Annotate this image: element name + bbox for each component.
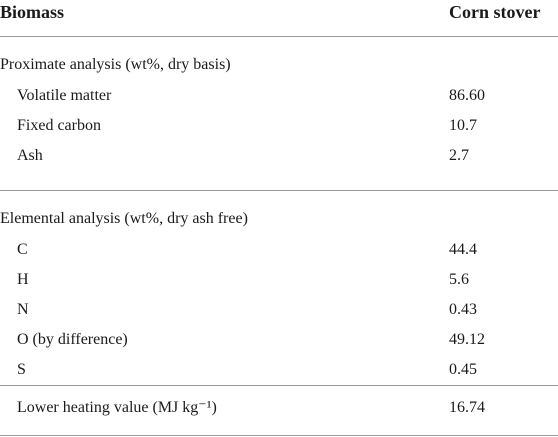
row-value-volatile-matter: 86.60 bbox=[449, 87, 485, 104]
header-corn-stover: Corn stover bbox=[449, 2, 541, 22]
row-label-s: S bbox=[17, 361, 26, 378]
table-bottom-rule bbox=[0, 435, 558, 436]
section-divider-2 bbox=[0, 385, 558, 386]
row-value-o: 49.12 bbox=[449, 331, 485, 348]
row-value-c: 44.4 bbox=[449, 241, 477, 258]
row-label-ash: Ash bbox=[17, 147, 43, 164]
row-label-c: C bbox=[17, 241, 28, 258]
row-value-s: 0.45 bbox=[449, 361, 477, 378]
row-value-h: 5.6 bbox=[449, 271, 469, 288]
header-divider bbox=[0, 36, 558, 37]
row-label-h: H bbox=[17, 271, 29, 288]
row-label-n: N bbox=[17, 301, 29, 318]
row-label-lower-heating-value: Lower heating value (MJ kg⁻¹) bbox=[17, 399, 217, 416]
row-value-ash: 2.7 bbox=[449, 147, 469, 164]
row-label-volatile-matter: Volatile matter bbox=[17, 87, 112, 104]
section-title-elemental: Elemental analysis (wt%, dry ash free) bbox=[0, 210, 248, 227]
row-value-n: 0.43 bbox=[449, 301, 477, 318]
section-divider-1 bbox=[0, 190, 558, 191]
row-label-o: O (by difference) bbox=[17, 331, 128, 348]
section-title-proximate: Proximate analysis (wt%, dry basis) bbox=[0, 56, 231, 73]
header-biomass: Biomass bbox=[0, 2, 65, 22]
row-value-fixed-carbon: 10.7 bbox=[449, 117, 477, 134]
row-label-fixed-carbon: Fixed carbon bbox=[17, 117, 101, 134]
row-value-lower-heating-value: 16.74 bbox=[449, 399, 485, 416]
